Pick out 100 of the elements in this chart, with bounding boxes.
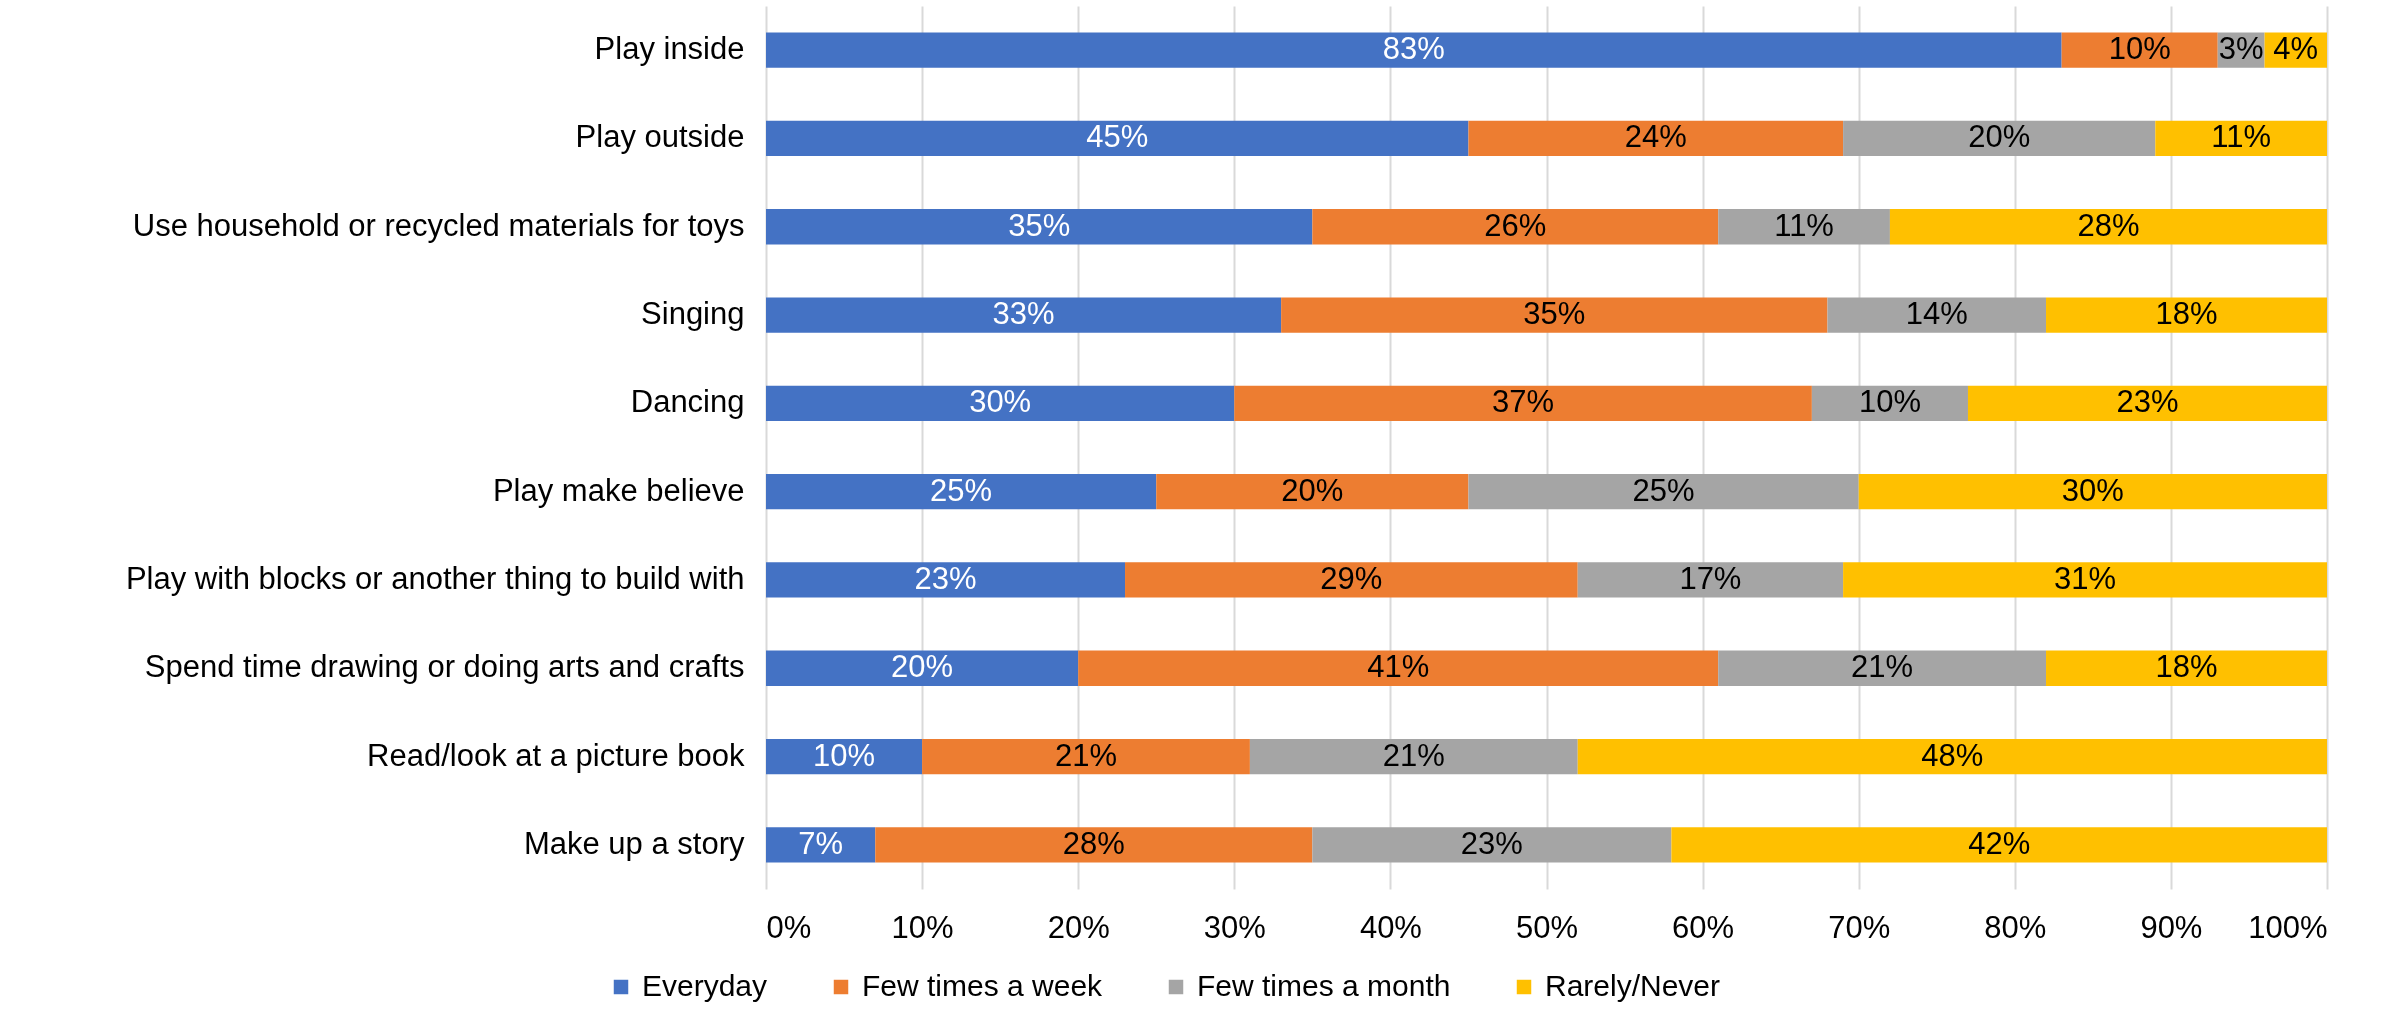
data-label: 10% <box>2108 31 2171 67</box>
data-label: 24% <box>1624 119 1687 155</box>
y-tick-label: Make up a story <box>523 825 745 861</box>
bar <box>766 385 1235 422</box>
x-tick-label: 90% <box>2140 909 2203 945</box>
x-tick-label: 100% <box>2248 909 2328 945</box>
legend-label: Rarely/Never <box>1545 969 1721 1002</box>
data-label: 48% <box>1921 737 1984 773</box>
data-label: 28% <box>1062 825 1125 861</box>
data-label: 23% <box>1460 825 1523 861</box>
data-label: 14% <box>1905 296 1968 332</box>
bar <box>766 209 1313 245</box>
y-tick-label: Play outside <box>575 119 745 155</box>
data-label: 18% <box>2155 649 2218 685</box>
bar <box>1249 738 1578 775</box>
data-label: 11% <box>1774 207 1834 243</box>
data-label: 10% <box>813 737 876 773</box>
bar <box>2046 297 2327 333</box>
bar <box>1468 120 1844 157</box>
bar <box>922 738 1250 775</box>
x-tick-label: 60% <box>1672 909 1735 945</box>
data-label: 20% <box>1968 119 2031 155</box>
x-tick-label: 50% <box>1515 909 1579 945</box>
x-tick-label: 0% <box>766 909 812 945</box>
data-label: 7% <box>798 825 844 861</box>
bar <box>1281 297 1828 333</box>
data-label: 25% <box>1632 472 1695 508</box>
bar <box>1889 209 2327 245</box>
bar <box>766 120 1469 157</box>
data-label: 4% <box>2273 31 2319 67</box>
data-label: 45% <box>1086 119 1149 155</box>
y-tick-label: Dancing <box>630 384 745 420</box>
bar <box>766 650 1079 686</box>
x-tick-label: 20% <box>1047 909 1110 945</box>
bar <box>766 827 876 863</box>
data-label: 18% <box>2155 296 2218 332</box>
data-label: 25% <box>930 472 993 508</box>
x-tick-label: 10% <box>891 909 954 945</box>
data-label: 33% <box>992 296 1055 332</box>
data-label: 26% <box>1484 207 1547 243</box>
data-label: 30% <box>969 384 1032 420</box>
data-label: 20% <box>891 649 954 685</box>
bar <box>1577 562 1844 598</box>
data-label: 21% <box>1851 649 1914 685</box>
bar <box>1671 827 2327 863</box>
data-label: 28% <box>2077 207 2140 243</box>
bar <box>1156 473 1469 510</box>
data-label: 11% <box>2211 119 2272 155</box>
bar <box>766 562 1126 598</box>
bar <box>1125 562 1578 598</box>
data-label: 23% <box>914 560 977 596</box>
bar <box>875 827 1313 863</box>
bar <box>1468 473 1859 510</box>
y-tick-label: Play make believe <box>492 472 745 508</box>
bar <box>1078 650 1719 686</box>
bar <box>1234 385 1812 422</box>
bar <box>1312 827 1672 863</box>
data-label: 35% <box>1523 296 1586 332</box>
legend-label: Few times a week <box>862 969 1104 1002</box>
bar <box>1577 738 2327 775</box>
data-label: 35% <box>1008 207 1071 243</box>
data-label: 17% <box>1679 560 1742 596</box>
legend-label: Everyday <box>642 969 768 1002</box>
bar <box>1827 297 2047 333</box>
y-tick-label: Singing <box>641 296 745 332</box>
x-tick-label: 30% <box>1203 909 1266 945</box>
data-label: 31% <box>2054 560 2117 596</box>
bar <box>1312 209 1719 245</box>
data-label: 41% <box>1367 649 1430 685</box>
bar <box>1858 473 2327 510</box>
bar <box>766 297 1282 333</box>
bar <box>766 32 2062 68</box>
y-tick-label: Spend time drawing or doing arts and crafts <box>144 649 745 685</box>
y-tick-label: Play inside <box>594 31 745 67</box>
bar <box>1967 385 2327 422</box>
x-tick-label: 40% <box>1359 909 1422 945</box>
data-label: 23% <box>2116 384 2179 420</box>
data-label: 10% <box>1858 384 1921 420</box>
y-tick-label: Play with blocks or another thing to build with <box>125 560 745 596</box>
bar <box>1718 209 1890 245</box>
data-label: 30% <box>2061 472 2124 508</box>
data-label: 42% <box>1968 825 2031 861</box>
data-label: 3% <box>2218 31 2264 67</box>
x-tick-label: 70% <box>1828 909 1891 945</box>
data-label: 29% <box>1320 560 1383 596</box>
data-label: 20% <box>1281 472 1344 508</box>
data-label: 21% <box>1382 737 1445 773</box>
data-label: 21% <box>1054 737 1118 773</box>
x-tick-label: 80% <box>1984 909 2047 945</box>
bar <box>2155 120 2327 157</box>
bar <box>1843 120 2156 157</box>
bar <box>1843 562 2327 598</box>
data-label: 83% <box>1382 31 1445 67</box>
data-label: 37% <box>1492 384 1555 420</box>
legend-label: Few times a month <box>1197 969 1451 1002</box>
bar <box>1718 650 2047 686</box>
bar <box>766 473 1157 510</box>
bar <box>2046 650 2327 686</box>
y-tick-label: Use household or recycled materials for toys <box>132 207 745 243</box>
y-tick-label: Read/look at a picture book <box>367 737 745 773</box>
